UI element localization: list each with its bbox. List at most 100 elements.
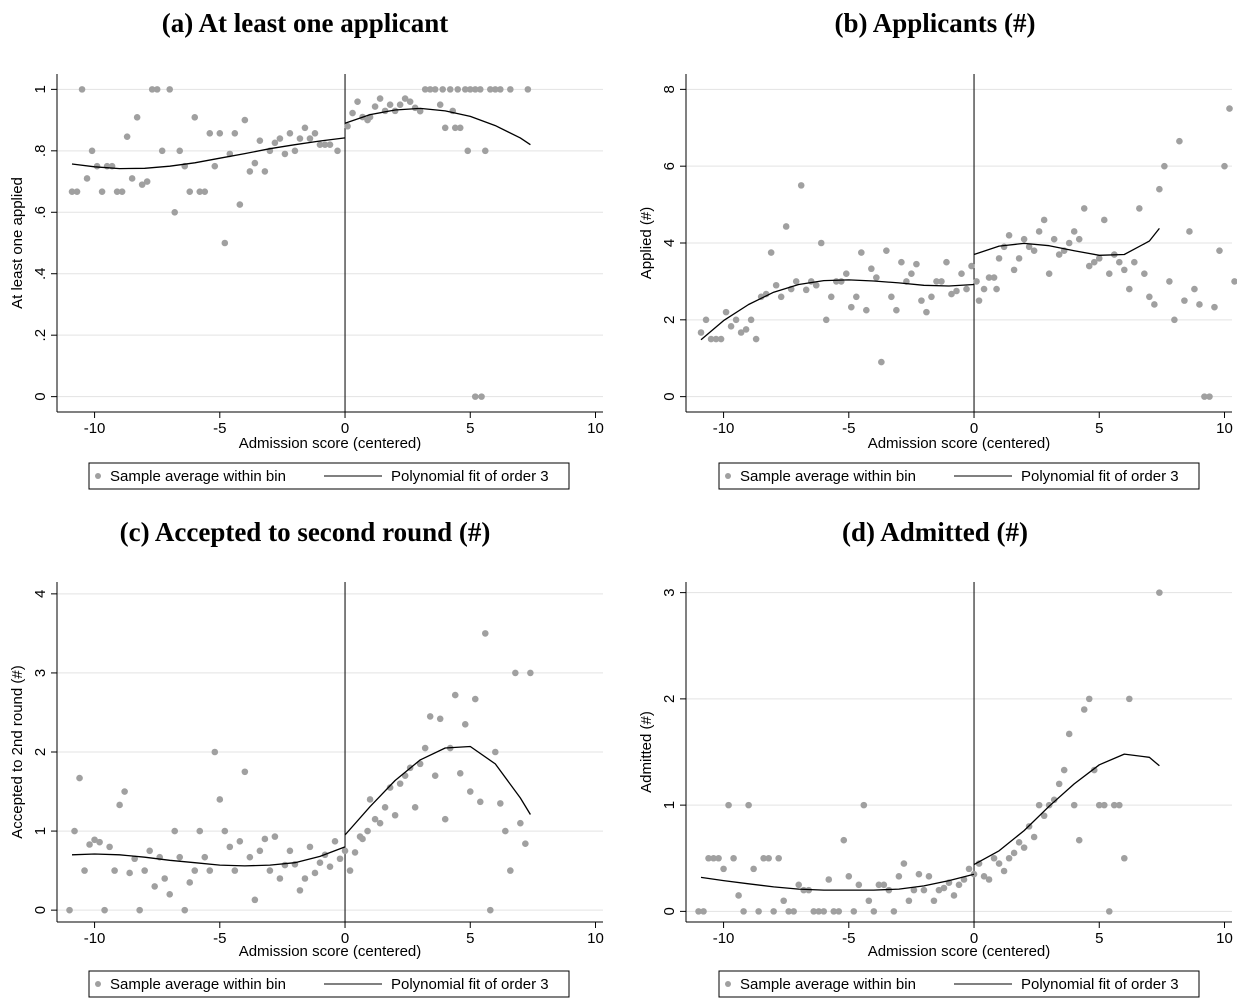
data-point: [1010, 266, 1018, 274]
data-point: [1196, 301, 1203, 308]
data-point: [416, 107, 424, 115]
data-point: [256, 847, 264, 855]
data-point: [1166, 278, 1173, 285]
data-point: [88, 147, 96, 155]
legend-line-label: Polynomial fit of order 3: [1021, 468, 1179, 485]
data-point: [354, 98, 361, 105]
data-point: [364, 827, 371, 835]
data-point: [1090, 766, 1098, 774]
data-point: [1231, 278, 1237, 285]
data-point: [486, 906, 494, 914]
fit-line-left: [700, 873, 975, 891]
data-point: [1030, 247, 1038, 254]
data-point: [478, 393, 485, 400]
data-point: [251, 159, 259, 167]
data-point: [439, 86, 447, 93]
data-point: [451, 124, 459, 132]
data-point: [316, 141, 324, 148]
data-point: [497, 86, 504, 93]
data-point: [928, 293, 935, 301]
data-point: [118, 188, 126, 195]
fit-line-left: [71, 137, 346, 170]
data-point: [860, 801, 868, 809]
data-point: [326, 863, 334, 870]
legend-line-label: Polynomial fit of order 3: [391, 976, 549, 993]
data-point: [344, 122, 351, 130]
data-point: [98, 188, 106, 195]
data-point: [827, 293, 835, 301]
chart-panel-1: (a) At least one applicant 0 .2 .4 .6 .8 1 -10 -…: [9, 8, 604, 490]
data-point: [151, 883, 158, 890]
data-point: [464, 147, 472, 155]
data-point: [191, 867, 199, 874]
data-point: [893, 306, 900, 314]
data-point: [1040, 812, 1048, 820]
data-point: [1095, 255, 1103, 262]
y-tick-label: 2: [661, 695, 678, 703]
data-point: [910, 886, 918, 894]
data-point: [206, 867, 214, 874]
data-point: [855, 881, 863, 889]
y-tick-label: 2: [661, 316, 678, 324]
data-point: [221, 827, 229, 835]
data-point: [111, 867, 118, 874]
data-point: [1050, 796, 1058, 804]
data-point: [241, 768, 249, 776]
y-tick-label: 1: [32, 85, 49, 93]
data-point: [161, 875, 168, 882]
data-point: [848, 303, 855, 311]
data-point: [700, 908, 707, 915]
data-point: [78, 86, 86, 93]
data-point: [371, 815, 379, 823]
data-point: [441, 124, 449, 132]
data-point: [153, 86, 161, 93]
data-point: [359, 835, 366, 843]
data-point: [376, 95, 384, 102]
data-point: [1176, 137, 1183, 145]
data-point: [121, 788, 128, 795]
data-point: [166, 891, 174, 898]
data-point: [825, 876, 833, 883]
data-point: [980, 285, 988, 293]
data-point: [81, 867, 88, 874]
data-point: [1105, 908, 1113, 915]
data-point: [1065, 730, 1073, 738]
data-point: [908, 270, 915, 278]
data-point: [512, 669, 519, 677]
data-point: [286, 847, 294, 855]
data-point: [517, 819, 524, 827]
y-tick-label: 6: [661, 162, 678, 170]
x-tick-label: -5: [842, 930, 855, 947]
data-point: [990, 274, 998, 281]
y-tick-label: 1: [661, 801, 678, 809]
y-tick-label: .2: [32, 329, 49, 342]
data-point: [456, 770, 464, 777]
data-point: [1121, 854, 1128, 862]
data-point: [725, 801, 732, 809]
data-point: [1045, 801, 1053, 809]
data-point: [426, 86, 434, 93]
y-axis-label: Admitted (#): [638, 711, 655, 793]
data-point: [1110, 801, 1118, 809]
data-point: [1156, 589, 1163, 596]
data-point: [66, 906, 73, 914]
data-point: [486, 86, 494, 93]
data-point: [745, 801, 752, 809]
y-tick-label: 8: [661, 85, 678, 93]
data-point: [381, 804, 389, 811]
data-point: [1005, 854, 1013, 862]
data-point: [271, 833, 279, 840]
x-axis-label: Admission score (centered): [868, 943, 1051, 960]
data-point: [973, 278, 980, 285]
data-point: [1171, 316, 1178, 324]
data-point: [815, 908, 823, 915]
y-tick-label: 0: [32, 906, 49, 914]
legend-dot-marker: [95, 473, 101, 479]
data-point: [770, 908, 777, 915]
data-point: [817, 239, 825, 247]
data-point: [201, 853, 209, 861]
data-point: [246, 853, 254, 861]
data-point: [456, 124, 464, 132]
data-point: [935, 886, 943, 894]
data-point: [975, 860, 983, 867]
